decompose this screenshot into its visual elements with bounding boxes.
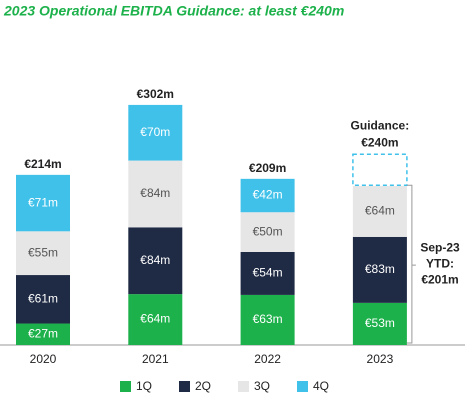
bar-segment <box>240 178 295 213</box>
bar-segment <box>352 236 407 303</box>
bar-segment <box>128 104 183 161</box>
bar-segment <box>16 275 70 324</box>
bar-segment <box>240 251 295 295</box>
bar-segment <box>16 323 70 345</box>
bar-segment <box>352 302 407 345</box>
value-label: €84m <box>140 186 170 200</box>
ytd-value: €201m <box>421 272 458 286</box>
legend-label: 2Q <box>195 379 211 393</box>
ytd-bracket <box>406 184 416 344</box>
legend-label: 3Q <box>254 379 270 393</box>
value-label: €53m <box>365 316 395 330</box>
legend-swatch <box>297 381 308 392</box>
legend-swatch <box>179 381 190 392</box>
total-label: €214m <box>24 157 61 171</box>
x-tick-label: 2023 <box>367 352 394 366</box>
guidance-value: €240m <box>361 135 398 149</box>
x-tick-label: 2020 <box>30 352 57 366</box>
value-label: €83m <box>365 262 395 276</box>
total-label: €209m <box>249 161 286 175</box>
value-label: €50m <box>253 224 283 238</box>
guidance-label: Guidance: <box>351 118 410 132</box>
bar-segment <box>16 174 70 232</box>
chart-title: 2023 Operational EBITDA Guidance: at lea… <box>3 3 344 19</box>
value-label: €61m <box>28 291 58 305</box>
bar-segment <box>128 294 183 345</box>
bar-segment <box>16 231 70 276</box>
legend-label: 1Q <box>136 379 152 393</box>
value-label: €71m <box>28 195 58 209</box>
bar-segment <box>240 294 295 345</box>
value-label: €70m <box>140 125 170 139</box>
value-label: €64m <box>365 204 395 218</box>
guidance-box <box>352 153 408 186</box>
x-tick-label: 2022 <box>254 352 281 366</box>
x-tick-label: 2021 <box>142 352 169 366</box>
legend-swatch <box>120 381 131 392</box>
bar-segment <box>352 186 407 237</box>
value-label: €64m <box>140 312 170 326</box>
ytd-label: Sep-23 <box>420 240 460 254</box>
bar-segment <box>128 160 183 228</box>
ytd-label: YTD: <box>426 256 454 270</box>
value-label: €84m <box>140 253 170 267</box>
bar-segment <box>240 212 295 252</box>
value-label: €27m <box>28 326 58 340</box>
bar-segment <box>128 227 183 295</box>
legend-label: 4Q <box>313 379 329 393</box>
value-label: €63m <box>253 312 283 326</box>
total-label: €302m <box>137 87 174 101</box>
value-label: €55m <box>28 245 58 259</box>
value-label: €42m <box>253 188 283 202</box>
legend-swatch <box>238 381 249 392</box>
value-label: €54m <box>253 266 283 280</box>
